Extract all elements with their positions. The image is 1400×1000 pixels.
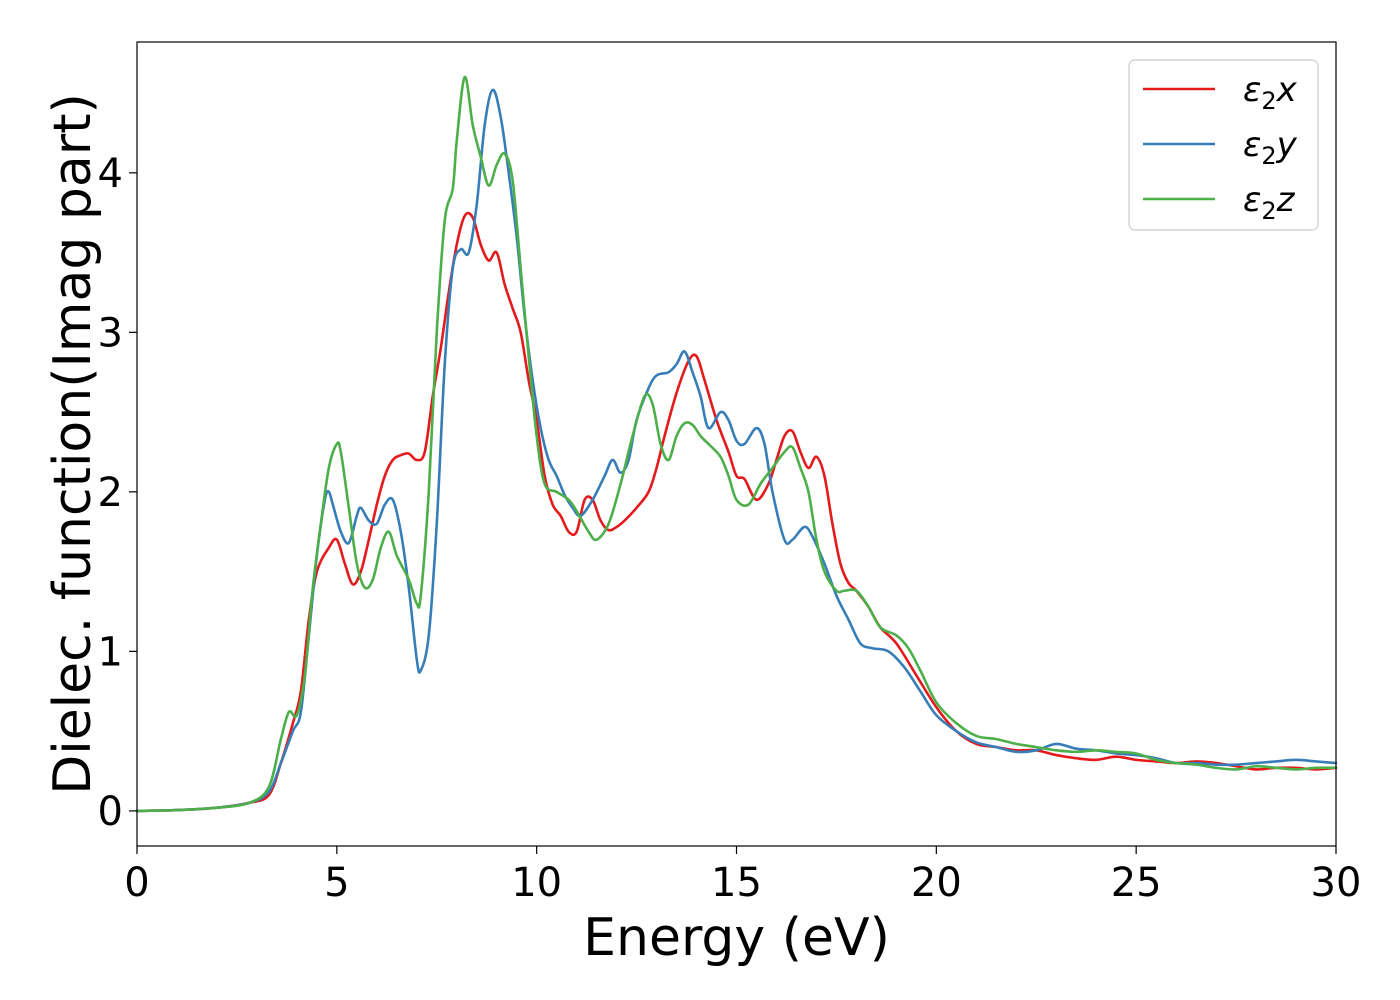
legend: ε2x ε2y ε2z	[1128, 59, 1319, 231]
y-tick-label: 3	[98, 310, 123, 356]
legend-label-z: ε2z	[1243, 180, 1296, 225]
x-tick-label: 10	[511, 860, 562, 906]
y-axis-ticks: 0 1 2 3 4	[98, 151, 137, 835]
x-axis-title: Energy (eV)	[583, 908, 890, 968]
y-tick-label: 2	[98, 470, 123, 516]
x-tick-label: 5	[324, 860, 349, 906]
x-tick-label: 15	[711, 860, 762, 906]
legend-label-y: ε2y	[1243, 125, 1298, 170]
series-line-y	[135, 88, 1338, 813]
x-tick-label: 30	[1311, 860, 1362, 906]
x-tick-label: 25	[1111, 860, 1162, 906]
x-tick-label: 20	[911, 860, 962, 906]
y-tick-label: 4	[98, 151, 123, 197]
legend-box	[1128, 59, 1319, 231]
y-tick-label: 1	[98, 629, 123, 675]
series-line-z	[135, 75, 1338, 813]
y-axis-title: Dielec. function(Imag part)	[43, 93, 103, 795]
x-axis-ticks: 0 5 10 15 20 25 30	[124, 846, 1361, 906]
series-line-x	[135, 211, 1338, 813]
legend-label-x: ε2x	[1243, 70, 1298, 115]
series-layer	[135, 75, 1338, 813]
x-tick-label: 0	[124, 860, 149, 906]
y-tick-label: 0	[98, 789, 123, 835]
